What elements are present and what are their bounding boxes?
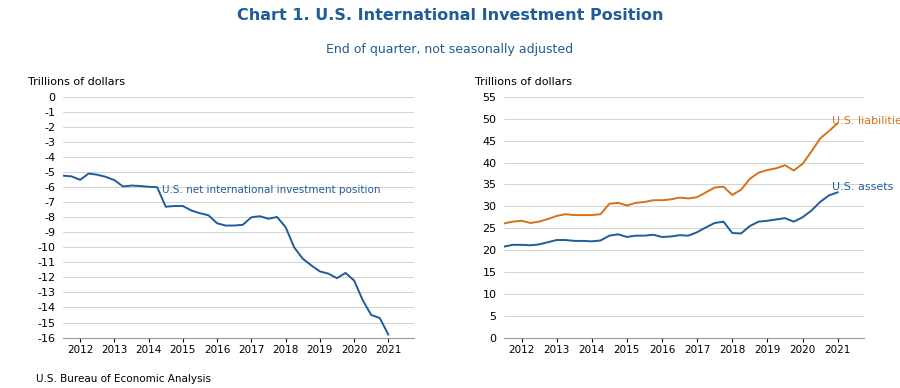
Text: End of quarter, not seasonally adjusted: End of quarter, not seasonally adjusted xyxy=(327,43,573,56)
Text: Chart 1. U.S. International Investment Position: Chart 1. U.S. International Investment P… xyxy=(237,8,663,23)
Text: U.S. net international investment position: U.S. net international investment positi… xyxy=(162,185,381,195)
Text: Trillions of dollars: Trillions of dollars xyxy=(475,77,572,87)
Text: U.S. assets: U.S. assets xyxy=(832,182,894,192)
Text: Trillions of dollars: Trillions of dollars xyxy=(28,77,125,87)
Text: U.S. Bureau of Economic Analysis: U.S. Bureau of Economic Analysis xyxy=(36,374,211,384)
Text: U.S. liabilities: U.S. liabilities xyxy=(832,116,900,126)
